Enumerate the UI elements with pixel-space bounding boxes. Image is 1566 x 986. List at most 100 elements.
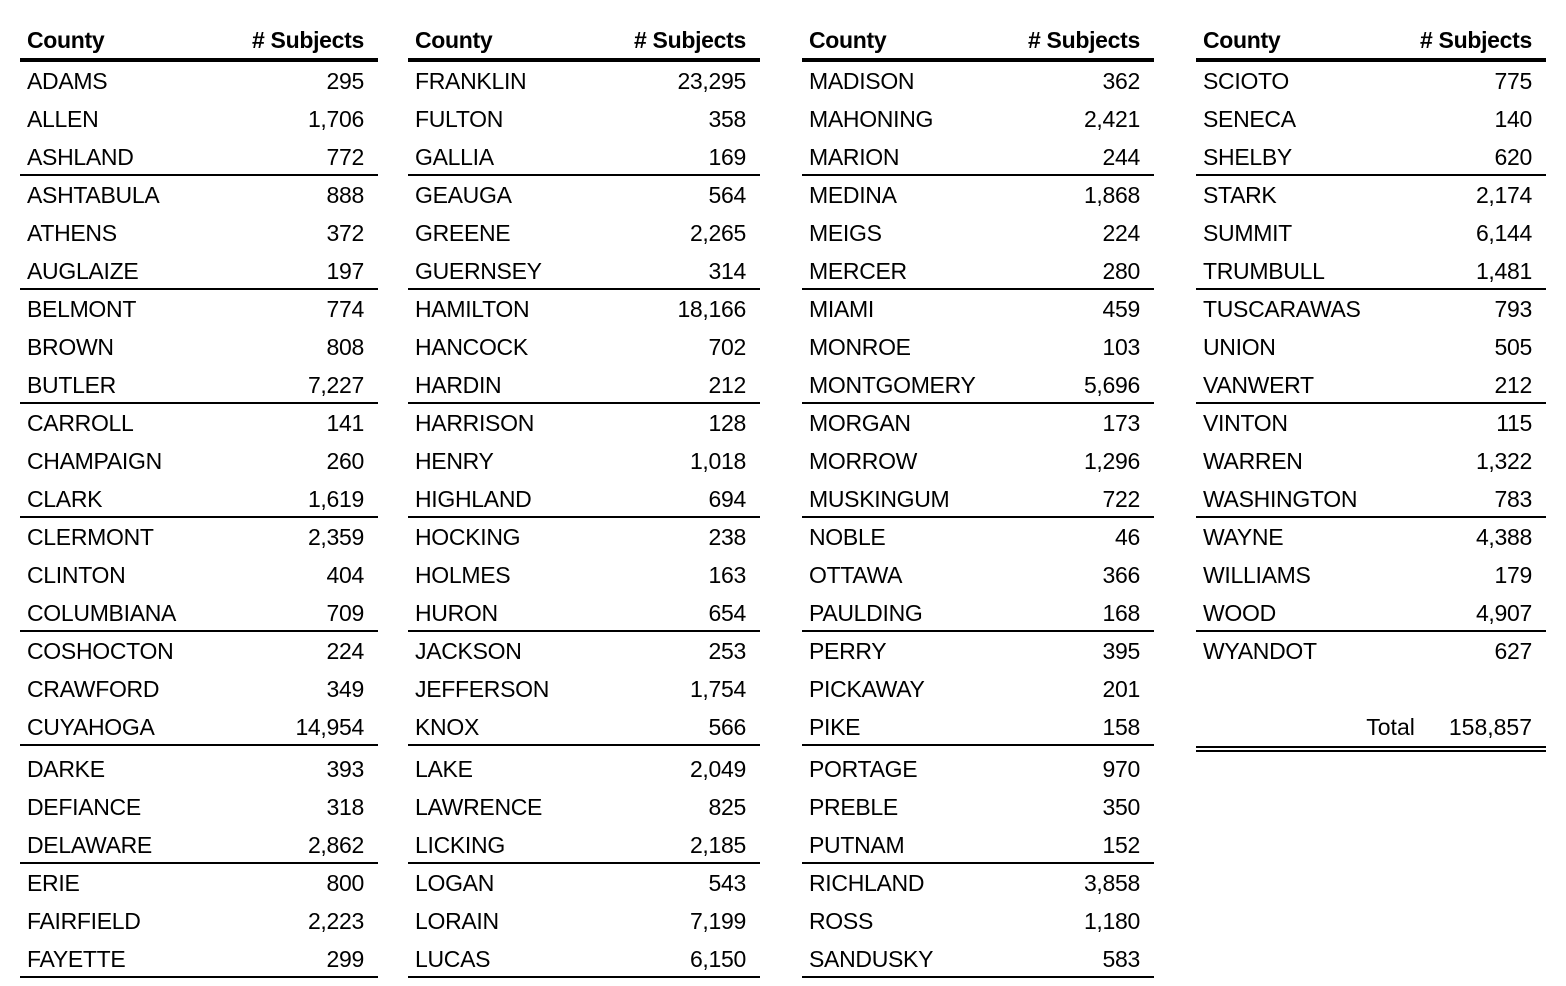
county-name: MORGAN — [809, 410, 911, 436]
county-name: WOOD — [1203, 600, 1276, 626]
table-row: NOBLE 46 — [802, 518, 1154, 556]
county-name: PUTNAM — [809, 832, 905, 858]
table-row: FAIRFIELD 2,223 — [20, 902, 378, 940]
subject-count: 366 — [1102, 562, 1141, 588]
subject-count: 103 — [1102, 334, 1141, 360]
county-name: WASHINGTON — [1203, 486, 1358, 512]
county-name: FRANKLIN — [415, 68, 527, 94]
table-row: WOOD 4,907 — [1196, 594, 1546, 632]
county-name: BELMONT — [27, 296, 137, 322]
county-name: OTTAWA — [809, 562, 903, 588]
subject-count: 4,907 — [1475, 600, 1532, 626]
subject-count: 212 — [708, 372, 747, 398]
county-name: HOLMES — [415, 562, 511, 588]
table-row: DEFIANCE 318 — [20, 788, 378, 826]
subject-count: 1,868 — [1083, 182, 1140, 208]
table-row: UNION 505 — [1196, 328, 1546, 366]
county-name: JACKSON — [415, 638, 522, 664]
county-name: CHAMPAIGN — [27, 448, 162, 474]
county-name: PAULDING — [809, 600, 923, 626]
table-row: ASHLAND 772 — [20, 138, 378, 176]
table-row: PIKE 158 — [802, 708, 1154, 746]
table-row: TUSCARAWAS 793 — [1196, 290, 1546, 328]
subject-count: 23,295 — [677, 68, 746, 94]
table-row: SANDUSKY 583 — [802, 940, 1154, 978]
county-name: PICKAWAY — [809, 676, 925, 702]
table-row: CARROLL 141 — [20, 404, 378, 442]
table-row: VANWERT 212 — [1196, 366, 1546, 404]
subject-count: 280 — [1102, 258, 1141, 284]
table-row: SENECA 140 — [1196, 100, 1546, 138]
table-row: MUSKINGUM 722 — [802, 480, 1154, 518]
subject-count: 46 — [1115, 524, 1140, 550]
county-name: MEIGS — [809, 220, 882, 246]
table-row: LOGAN 543 — [408, 864, 760, 902]
table-row: BELMONT 774 — [20, 290, 378, 328]
subject-count: 238 — [708, 524, 747, 550]
county-header: County — [1203, 27, 1281, 53]
table-row: SHELBY 620 — [1196, 138, 1546, 176]
subject-count: 793 — [1494, 296, 1533, 322]
subject-count: 2,265 — [689, 220, 746, 246]
table-row: STARK 2,174 — [1196, 176, 1546, 214]
subject-count: 5,696 — [1083, 372, 1140, 398]
table-row: PERRY 395 — [802, 632, 1154, 670]
county-name: STARK — [1203, 182, 1277, 208]
table-row: WILLIAMS 179 — [1196, 556, 1546, 594]
subjects-header: # Subjects — [1419, 27, 1532, 53]
county-name: CLERMONT — [27, 524, 154, 550]
county-name: BROWN — [27, 334, 114, 360]
table-row: CLARK 1,619 — [20, 480, 378, 518]
county-name: LUCAS — [415, 946, 491, 972]
subject-count: 1,018 — [689, 448, 746, 474]
subject-count: 2,862 — [307, 832, 364, 858]
subject-count: 349 — [326, 676, 365, 702]
table-row: PICKAWAY 201 — [802, 670, 1154, 708]
table-row: HIGHLAND 694 — [408, 480, 760, 518]
county-name: WYANDOT — [1203, 638, 1317, 664]
county-name: KNOX — [415, 714, 479, 740]
subject-count: 505 — [1494, 334, 1533, 360]
subject-count: 2,174 — [1475, 182, 1532, 208]
county-name: PIKE — [809, 714, 861, 740]
table-row: HOCKING 238 — [408, 518, 760, 556]
county-name: MEDINA — [809, 182, 897, 208]
subject-count: 393 — [326, 756, 365, 782]
county-name: UNION — [1203, 334, 1276, 360]
county-name: TRUMBULL — [1203, 258, 1325, 284]
county-name: ROSS — [809, 908, 873, 934]
subject-count: 169 — [708, 144, 747, 170]
table-row: TRUMBULL 1,481 — [1196, 252, 1546, 290]
subject-count: 2,185 — [689, 832, 746, 858]
table-row: GALLIA 169 — [408, 138, 760, 176]
county-name: PERRY — [809, 638, 887, 664]
subject-count: 260 — [326, 448, 365, 474]
table-row: PUTNAM 152 — [802, 826, 1154, 864]
table-row: JACKSON 253 — [408, 632, 760, 670]
subject-count: 1,296 — [1083, 448, 1140, 474]
county-name: MUSKINGUM — [809, 486, 950, 512]
subject-count: 18,166 — [677, 296, 746, 322]
table-header: County # Subjects — [408, 22, 760, 62]
table-row: MONTGOMERY 5,696 — [802, 366, 1154, 404]
county-name: FULTON — [415, 106, 504, 132]
subject-count: 115 — [1496, 410, 1532, 436]
subject-count: 888 — [326, 182, 365, 208]
subject-count: 179 — [1494, 562, 1533, 588]
table-row: DARKE 393 — [20, 746, 378, 788]
county-name: WARREN — [1203, 448, 1303, 474]
table-row: HAMILTON 18,166 — [408, 290, 760, 328]
table-row: VINTON 115 — [1196, 404, 1546, 442]
subject-count: 140 — [1494, 106, 1533, 132]
subject-count: 318 — [326, 794, 365, 820]
subject-count: 358 — [708, 106, 747, 132]
county-name: MONTGOMERY — [809, 372, 976, 398]
county-name: AUGLAIZE — [27, 258, 139, 284]
county-name: MORROW — [809, 448, 918, 474]
subject-count: 2,049 — [689, 756, 746, 782]
county-name: DEFIANCE — [27, 794, 141, 820]
table-row: WASHINGTON 783 — [1196, 480, 1546, 518]
table-row: HARDIN 212 — [408, 366, 760, 404]
county-name: TUSCARAWAS — [1203, 296, 1361, 322]
subjects-header: # Subjects — [633, 27, 746, 53]
